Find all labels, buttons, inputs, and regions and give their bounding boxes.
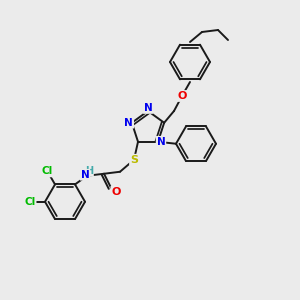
Text: N: N: [124, 118, 133, 128]
Text: S: S: [130, 155, 138, 165]
Text: Cl: Cl: [42, 167, 53, 176]
Text: H: H: [85, 166, 93, 176]
Text: N: N: [157, 137, 165, 147]
Text: O: O: [111, 187, 121, 197]
Text: O: O: [177, 91, 187, 101]
Text: Cl: Cl: [24, 197, 36, 207]
Text: N: N: [81, 170, 89, 180]
Text: N: N: [144, 103, 152, 113]
